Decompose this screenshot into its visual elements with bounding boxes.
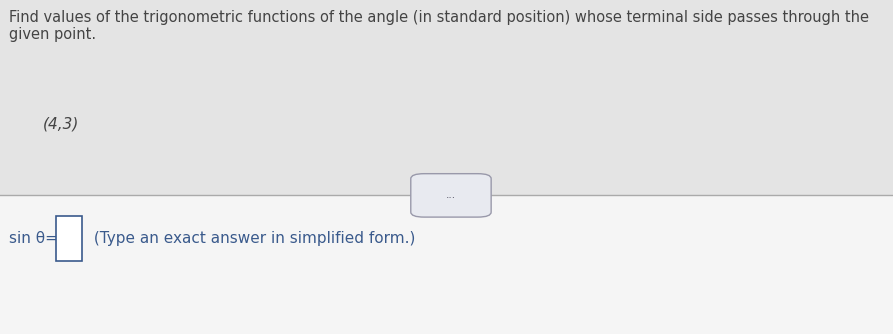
Bar [0, 0, 893, 195]
Bar [0, 195, 893, 334]
FancyBboxPatch shape [56, 216, 82, 261]
FancyBboxPatch shape [411, 174, 491, 217]
Text: Find values of the trigonometric functions of the angle (in standard position) w: Find values of the trigonometric functio… [9, 10, 869, 25]
Text: (4,3): (4,3) [43, 117, 79, 132]
Text: sin θ=: sin θ= [9, 231, 58, 246]
Text: given point.: given point. [9, 10, 96, 42]
Text: ...: ... [446, 190, 456, 200]
Text: (Type an exact answer in simplified form.): (Type an exact answer in simplified form… [89, 231, 415, 246]
